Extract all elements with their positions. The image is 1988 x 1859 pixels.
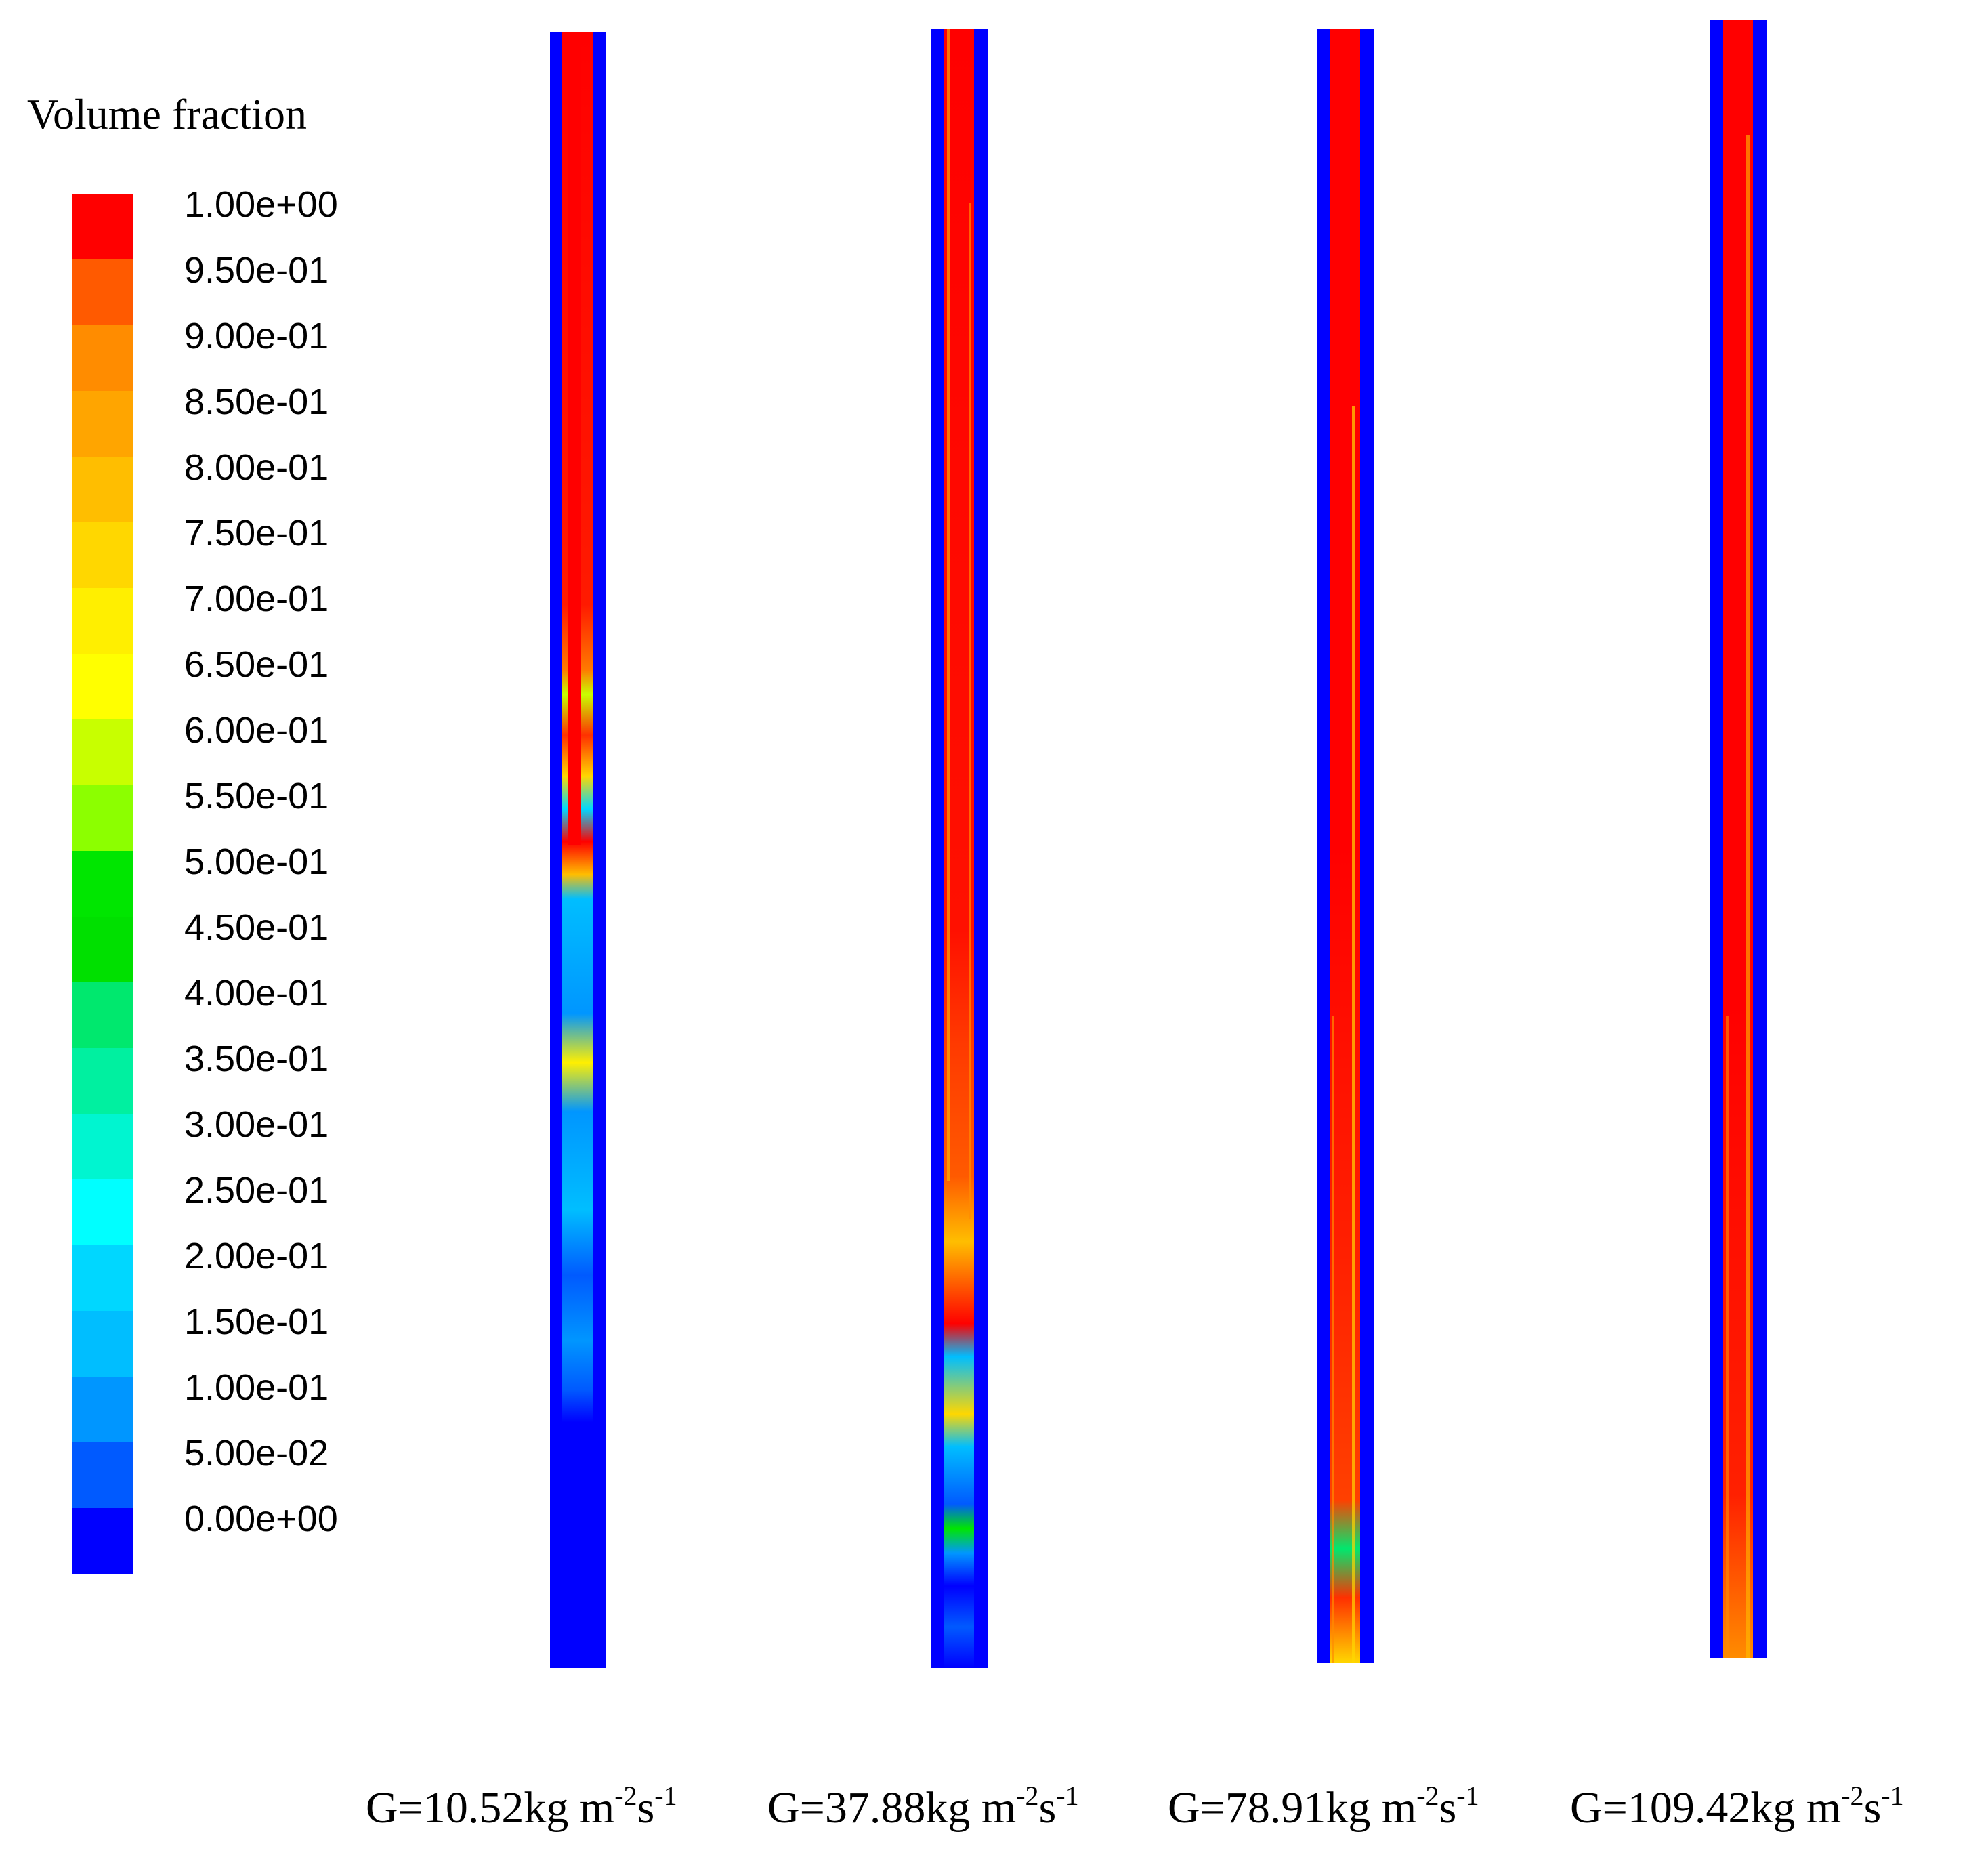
legend-tick-label: 5.00e-02 bbox=[184, 1433, 329, 1474]
legend-swatch bbox=[72, 194, 133, 260]
legend-swatch bbox=[72, 1311, 133, 1377]
legend-swatch bbox=[72, 1114, 133, 1180]
legend-swatch bbox=[72, 654, 133, 720]
legend-tick-label: 4.50e-01 bbox=[184, 907, 329, 948]
legend-tick-label: 8.00e-01 bbox=[184, 447, 329, 488]
legend-tick-label: 4.00e-01 bbox=[184, 973, 329, 1014]
tube-contour-1 bbox=[550, 32, 606, 1668]
legend-colorbar bbox=[72, 194, 133, 1574]
legend-tick-label: 7.50e-01 bbox=[184, 513, 329, 553]
tube-contour-3 bbox=[1317, 29, 1374, 1663]
legend-swatch bbox=[72, 719, 133, 786]
legend-tick-labels: 1.00e+00 9.50e-01 9.00e-01 8.50e-01 8.00e-01… bbox=[184, 184, 338, 1539]
tube-labels: G=10.52kg m-2s-1 G=37.88kg m-2s-1 G=78.9… bbox=[366, 1780, 1904, 1833]
legend-swatch bbox=[72, 1377, 133, 1443]
legend-tick-label: 3.50e-01 bbox=[184, 1039, 329, 1079]
legend-swatch bbox=[72, 785, 133, 852]
legend-swatch bbox=[72, 1508, 133, 1574]
legend-tick-label: 0.00e+00 bbox=[184, 1499, 338, 1539]
legend-swatch bbox=[72, 851, 133, 917]
legend-tick-label: 6.50e-01 bbox=[184, 644, 329, 685]
legend-tick-label: 2.00e-01 bbox=[184, 1236, 329, 1276]
tube-contour-2 bbox=[931, 29, 988, 1668]
legend-tick-label: 1.50e-01 bbox=[184, 1301, 329, 1342]
legend-swatch bbox=[72, 259, 133, 326]
legend-swatch bbox=[72, 457, 133, 523]
legend-title: Volume fraction bbox=[27, 90, 307, 138]
legend-tick-label: 2.50e-01 bbox=[184, 1170, 329, 1211]
legend-tick-label: 5.00e-01 bbox=[184, 841, 329, 882]
legend-tick-label: 6.00e-01 bbox=[184, 710, 329, 751]
legend-swatch bbox=[72, 588, 133, 654]
tube-label-1: G=10.52kg m-2s-1 bbox=[366, 1780, 677, 1833]
legend-swatch bbox=[72, 325, 133, 392]
legend-swatch bbox=[72, 1179, 133, 1246]
tube-label-2: G=37.88kg m-2s-1 bbox=[767, 1780, 1079, 1833]
legend-swatch bbox=[72, 1442, 133, 1509]
legend-swatch bbox=[72, 917, 133, 983]
tube-label-3: G=78.91kg m-2s-1 bbox=[1168, 1780, 1479, 1833]
legend-tick-label: 9.00e-01 bbox=[184, 316, 329, 356]
legend-tick-label: 7.00e-01 bbox=[184, 579, 329, 619]
tube-contour-4 bbox=[1710, 20, 1767, 1658]
legend-tick-label: 3.00e-01 bbox=[184, 1104, 329, 1145]
legend-swatch bbox=[72, 982, 133, 1049]
legend-swatch bbox=[72, 1245, 133, 1312]
legend-tick-label: 9.50e-01 bbox=[184, 250, 329, 291]
legend: Volume fraction 1.00e+00 9.50e-01 9.00e-01… bbox=[27, 90, 338, 1574]
legend-swatch bbox=[72, 1048, 133, 1114]
legend-swatch bbox=[72, 522, 133, 589]
legend-tick-label: 1.00e-01 bbox=[184, 1367, 329, 1408]
legend-swatch bbox=[72, 391, 133, 457]
legend-tick-label: 5.50e-01 bbox=[184, 776, 329, 816]
tube-label-4: G=109.42kg m-2s-1 bbox=[1570, 1780, 1904, 1833]
legend-tick-label: 1.00e+00 bbox=[184, 184, 338, 225]
legend-tick-label: 8.50e-01 bbox=[184, 381, 329, 422]
